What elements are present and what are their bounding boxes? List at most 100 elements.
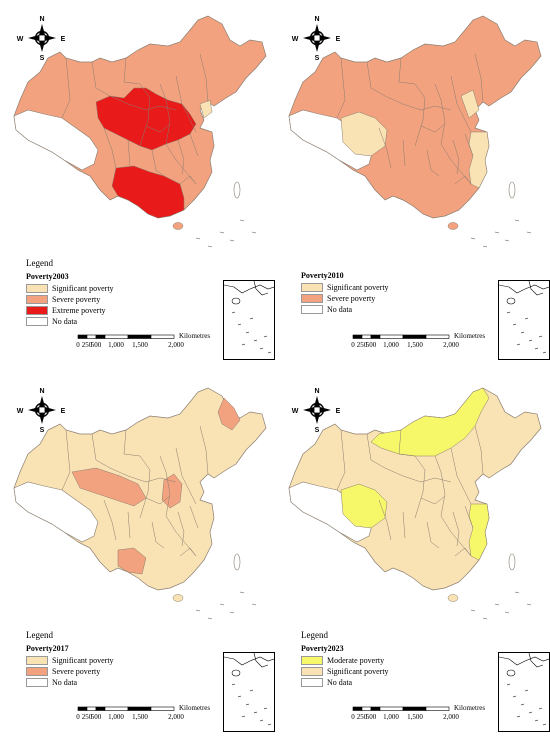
legend-item: Significant poverty (301, 282, 389, 293)
province-border (464, 505, 474, 529)
scale-tick-label: 1,000 (383, 341, 399, 349)
compass-rose: N S E W (292, 388, 341, 434)
legend-item: Significant poverty (26, 655, 114, 666)
scale-tick-label: 1,500 (407, 713, 423, 721)
legend-item: No data (26, 316, 114, 327)
scale-tick-label: 2,000 (443, 713, 459, 721)
province-border (414, 83, 426, 147)
scale-tick-label: 500 (91, 713, 102, 721)
province-border (177, 511, 185, 547)
legend-label: No data (52, 317, 78, 326)
province-border (61, 57, 71, 119)
island-mark (494, 231, 500, 234)
scale-tick-label: 250 (357, 341, 368, 349)
province-border (103, 499, 117, 541)
province-border (452, 511, 460, 547)
province-border (145, 123, 171, 133)
compass-rose: N S E W (292, 16, 341, 62)
island-mark (470, 609, 476, 612)
compass-n-label: N (314, 16, 319, 23)
legend-label: Significant poverty (52, 656, 114, 665)
province-border (336, 429, 346, 491)
island-hainan (172, 594, 184, 602)
legend-variable: Poverty2023 (301, 644, 344, 653)
compass-s-label: S (40, 55, 45, 62)
legend-label: Moderate poverty (327, 656, 385, 665)
legend-title: Legend (26, 630, 53, 640)
legend: Legend Poverty2017 Significant poverty Seve… (26, 630, 114, 688)
scale-unit-label: Kilometres (454, 705, 485, 712)
legend-item: Severe poverty (26, 666, 114, 677)
compass-w-label: W (17, 36, 24, 43)
region-severe-poverty (217, 397, 241, 431)
legend-swatch (26, 295, 48, 304)
legend-swatch (26, 306, 48, 315)
province-border (378, 499, 392, 541)
province-border (199, 53, 209, 103)
scale-unit-label: Kilometres (179, 705, 210, 712)
province-border (336, 57, 346, 119)
scale-tick-label: 500 (366, 713, 377, 721)
province-border (440, 515, 472, 557)
scale-unit-label: Kilometres (179, 333, 210, 340)
legend-swatch (301, 283, 323, 292)
legend-title: Legend (26, 258, 53, 268)
province-border (378, 127, 392, 169)
south-china-sea-inset (498, 280, 550, 360)
province-border (366, 61, 386, 97)
legend-item: Severe poverty (301, 293, 389, 304)
province-border (139, 83, 151, 147)
province-border (127, 511, 131, 539)
legend-swatch (301, 667, 323, 676)
region-no-data (288, 109, 374, 171)
legend-swatch (301, 294, 323, 303)
island-mark (239, 219, 245, 222)
province-border (159, 83, 171, 145)
island-mark (482, 245, 488, 248)
china-map: N S E W (13, 387, 267, 620)
province-border (199, 425, 209, 475)
legend-item: Severe poverty (26, 294, 114, 305)
legend-swatch (26, 667, 48, 676)
legend-label: No data (52, 678, 78, 687)
map-panel-2010: N S E W Poverty2010 Significant poverty Severe… (275, 0, 550, 372)
south-china-sea-inset (223, 280, 275, 360)
island-hainan (172, 222, 184, 230)
island-mark (514, 591, 520, 594)
legend-swatch (26, 656, 48, 665)
region-no-data (13, 481, 99, 543)
scale-tick-label: 0 (76, 341, 80, 349)
province-border (474, 53, 484, 103)
province-border (165, 143, 197, 185)
legend-label: Severe poverty (327, 294, 376, 303)
province-border (175, 447, 197, 505)
legend-item: No data (301, 304, 389, 315)
legend-swatch (301, 678, 323, 687)
legend-item: No data (26, 677, 114, 688)
scale-tick-label: 1,500 (407, 341, 423, 349)
province-border (91, 433, 111, 469)
island-mark (229, 611, 235, 614)
scale-tick-label: 1,500 (132, 713, 148, 721)
province-border (179, 547, 197, 557)
scale-tick-label: 0 (351, 713, 355, 721)
scale-tick-label: 250 (82, 341, 93, 349)
scale-tick-label: 2,000 (443, 341, 459, 349)
legend-label: Severe poverty (52, 667, 101, 676)
south-china-sea-inset (223, 652, 275, 732)
province-border (175, 75, 197, 133)
province-border (420, 123, 446, 133)
province-border (402, 511, 406, 539)
island-mark (504, 611, 510, 614)
legend-label: No data (327, 305, 353, 314)
legend-swatch (26, 284, 48, 293)
province-border (426, 521, 440, 549)
province-border (454, 175, 472, 185)
legend-label: Significant poverty (327, 283, 389, 292)
island-mark (239, 591, 245, 594)
scale-tick-label: 2,000 (168, 713, 184, 721)
region-significant-poverty (340, 111, 388, 157)
region-significant-poverty (468, 131, 490, 189)
